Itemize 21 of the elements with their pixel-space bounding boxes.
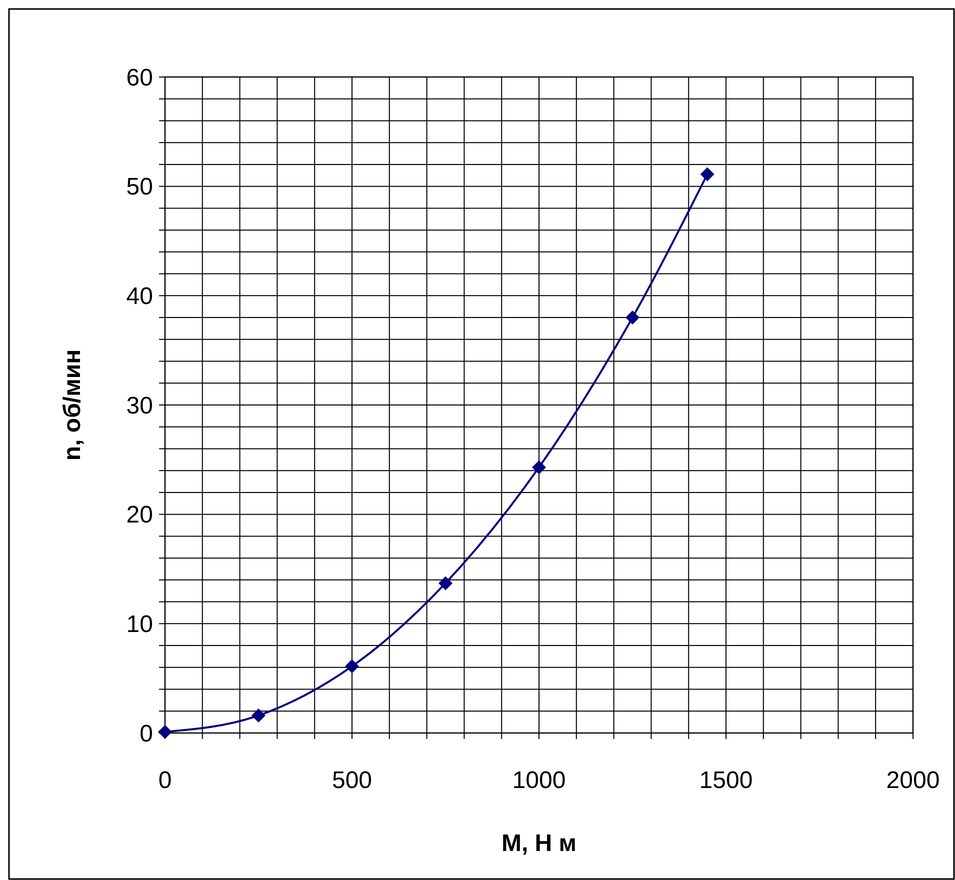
y-tick-label: 30 — [126, 392, 153, 420]
y-tick-label: 0 — [140, 720, 153, 748]
x-tick-label: 1000 — [512, 767, 566, 794]
x-tick-label: 0 — [158, 767, 172, 794]
x-tick-label: 500 — [332, 767, 372, 794]
y-tick-label: 40 — [126, 283, 153, 310]
point — [438, 576, 452, 590]
point — [626, 310, 640, 325]
y-tick-label: 10 — [126, 611, 153, 638]
x-tick-label: 2000 — [886, 767, 940, 794]
y-axis-title: n, об/мин — [59, 349, 86, 461]
point — [158, 724, 172, 739]
x-tick-label: 1500 — [699, 767, 753, 794]
point — [700, 167, 714, 182]
point — [532, 460, 546, 474]
point — [252, 708, 266, 723]
point — [345, 659, 359, 674]
y-tick-label: 50 — [126, 174, 153, 201]
y-tick-label: 60 — [126, 64, 153, 92]
y-tick-label: 20 — [126, 502, 153, 529]
x-axis-title: M, Н м — [501, 830, 577, 857]
